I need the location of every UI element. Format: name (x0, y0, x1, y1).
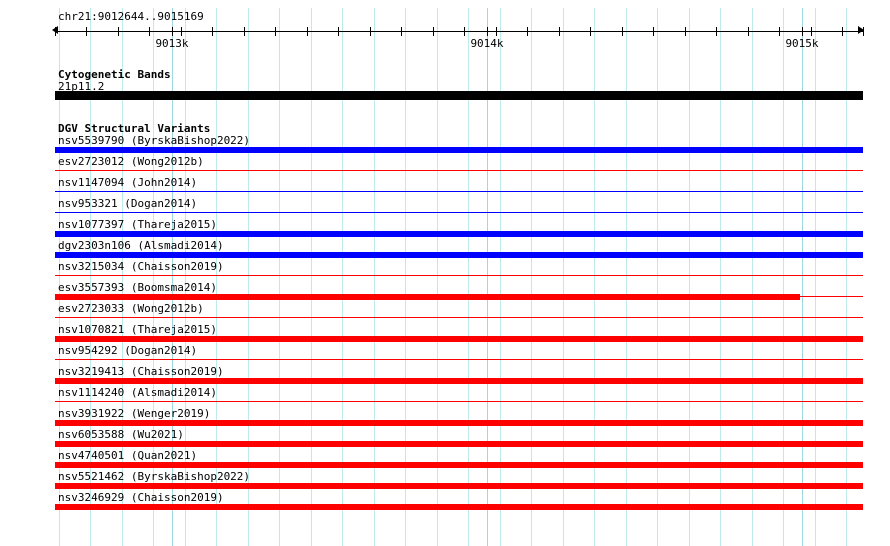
dgv-variant-row[interactable]: esv2723033 (Wong2012b) (0, 302, 890, 323)
ruler-major-tick (172, 27, 173, 36)
dgv-variant-bar-extension[interactable] (800, 296, 863, 297)
ruler-tick (716, 27, 717, 36)
dgv-variant-bar[interactable] (55, 294, 800, 300)
coordinate-ruler[interactable]: chr21:9012644..9015169 9013k 9014k 9015k (0, 0, 890, 58)
dgv-variant-row[interactable]: nsv3931922 (Wenger2019) (0, 407, 890, 428)
dgv-variant-bar[interactable] (55, 170, 863, 171)
dgv-variant-label: esv3557393 (Boomsma2014) (58, 281, 217, 294)
ruler-tick (149, 27, 150, 36)
dgv-variant-label: nsv3219413 (Chaisson2019) (58, 365, 224, 378)
dgv-variant-label: nsv3246929 (Chaisson2019) (58, 491, 224, 504)
ruler-tick (275, 27, 276, 36)
dgv-variant-label: nsv1070821 (Thareja2015) (58, 323, 217, 336)
ruler-tick-label: 9014k (470, 37, 504, 50)
dgv-variant-bar[interactable] (55, 317, 863, 318)
dgv-variant-label: nsv1147094 (John2014) (58, 176, 198, 189)
dgv-variant-bar[interactable] (55, 191, 863, 192)
dgv-variant-bar[interactable] (55, 483, 863, 489)
dgv-variant-row[interactable]: nsv1070821 (Thareja2015) (0, 323, 890, 344)
dgv-variant-row[interactable]: nsv6053588 (Wu2021) (0, 428, 890, 449)
dgv-variant-label: nsv4740501 (Quan2021) (58, 449, 198, 462)
ruler-tick (181, 27, 182, 36)
dgv-variant-row[interactable]: nsv954292 (Dogan2014) (0, 344, 890, 365)
ruler-axis-line (55, 31, 863, 32)
dgv-variant-label: nsv953321 (Dogan2014) (58, 197, 198, 210)
dgv-variant-row[interactable]: nsv3246929 (Chaisson2019) (0, 491, 890, 512)
ruler-tick (779, 27, 780, 36)
ruler-tick (370, 27, 371, 36)
ruler-tick (863, 27, 864, 36)
ruler-tick (559, 27, 560, 36)
dgv-variant-bar[interactable] (55, 231, 863, 237)
dgv-variant-row[interactable]: nsv1147094 (John2014) (0, 176, 890, 197)
ruler-tick-label: 9013k (155, 37, 189, 50)
ruler-major-tick (802, 27, 803, 36)
dgv-variant-bar[interactable] (55, 378, 863, 384)
dgv-variant-row[interactable]: esv3557393 (Boomsma2014) (0, 281, 890, 302)
dgv-variant-row[interactable]: nsv5521462 (ByrskaBishop2022) (0, 470, 890, 491)
dgv-variant-label: nsv5539790 (ByrskaBishop2022) (58, 134, 251, 147)
dgv-variant-row[interactable]: nsv5539790 (ByrskaBishop2022) (0, 134, 890, 155)
dgv-variant-row[interactable]: dgv2303n106 (Alsmadi2014) (0, 239, 890, 260)
ruler-tick (212, 27, 213, 36)
ruler-tick (590, 27, 591, 36)
dgv-variant-label: nsv6053588 (Wu2021) (58, 428, 184, 441)
dgv-structural-variants-track-title: DGV Structural Variants (58, 122, 211, 135)
ruler-tick (244, 27, 245, 36)
dgv-variant-label: nsv3931922 (Wenger2019) (58, 407, 211, 420)
dgv-variant-row[interactable]: esv2723012 (Wong2012b) (0, 155, 890, 176)
dgv-variant-bar[interactable] (55, 252, 863, 258)
dgv-variant-bar[interactable] (55, 401, 863, 402)
dgv-variant-row[interactable]: nsv1114240 (Alsmadi2014) (0, 386, 890, 407)
dgv-variant-bar[interactable] (55, 275, 863, 276)
ruler-tick (496, 27, 497, 36)
dgv-variant-row[interactable]: nsv953321 (Dogan2014) (0, 197, 890, 218)
dgv-variant-row[interactable]: nsv1077397 (Thareja2015) (0, 218, 890, 239)
ruler-tick (307, 27, 308, 36)
cytoband-bar-21p11-2[interactable] (55, 91, 863, 100)
ruler-tick (842, 27, 843, 36)
ruler-tick (622, 27, 623, 36)
ruler-tick (748, 27, 749, 36)
ruler-tick-label: 9015k (785, 37, 819, 50)
cytogenetic-bands-track-title: Cytogenetic Bands (58, 68, 171, 81)
dgv-variant-bar[interactable] (55, 504, 863, 510)
dgv-variant-bar[interactable] (55, 420, 863, 426)
dgv-variant-label: nsv5521462 (ByrskaBishop2022) (58, 470, 251, 483)
dgv-variant-bar[interactable] (55, 212, 863, 213)
dgv-variant-label: nsv954292 (Dogan2014) (58, 344, 198, 357)
dgv-variant-row[interactable]: nsv3219413 (Chaisson2019) (0, 365, 890, 386)
dgv-variant-label: nsv1077397 (Thareja2015) (58, 218, 217, 231)
ruler-right-arrow-icon (858, 26, 864, 34)
dgv-variant-label: esv2723033 (Wong2012b) (58, 302, 204, 315)
ruler-tick (527, 27, 528, 36)
ruler-tick (118, 27, 119, 36)
ruler-tick (338, 27, 339, 36)
locus-coordinate-label: chr21:9012644..9015169 (58, 10, 204, 23)
ruler-tick (86, 27, 87, 36)
dgv-variant-bar[interactable] (55, 441, 863, 447)
dgv-variant-row[interactable]: nsv3215034 (Chaisson2019) (0, 260, 890, 281)
ruler-tick (685, 27, 686, 36)
cytoband-name-label: 21p11.2 (58, 80, 105, 93)
ruler-tick (55, 27, 56, 36)
dgv-variant-bar[interactable] (55, 147, 863, 153)
dgv-variant-label: nsv1114240 (Alsmadi2014) (58, 386, 217, 399)
ruler-tick (653, 27, 654, 36)
ruler-tick (401, 27, 402, 36)
ruler-tick (433, 27, 434, 36)
ruler-major-tick (487, 27, 488, 36)
dgv-variant-bar[interactable] (55, 336, 863, 342)
ruler-tick (811, 27, 812, 36)
dgv-variant-label: esv2723012 (Wong2012b) (58, 155, 204, 168)
ruler-tick (464, 27, 465, 36)
dgv-variant-label: dgv2303n106 (Alsmadi2014) (58, 239, 224, 252)
dgv-variant-bar[interactable] (55, 462, 863, 468)
dgv-variant-label: nsv3215034 (Chaisson2019) (58, 260, 224, 273)
dgv-variant-bar[interactable] (55, 359, 863, 360)
dgv-variant-row[interactable]: nsv4740501 (Quan2021) (0, 449, 890, 470)
